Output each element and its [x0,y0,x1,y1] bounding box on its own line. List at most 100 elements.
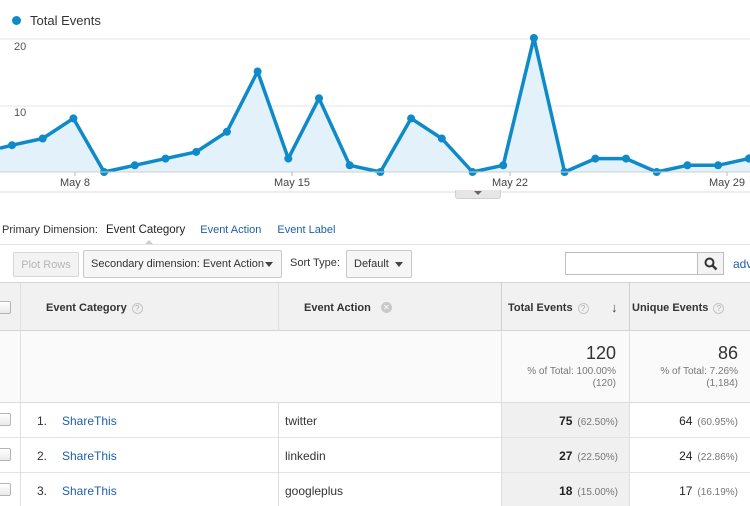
series-area [0,38,750,172]
data-point[interactable] [683,161,692,170]
help-icon[interactable]: ? [131,302,143,314]
header-unique-events-label: Unique Events [632,302,709,314]
row-total-events-value: 18 [559,484,573,498]
data-point[interactable] [714,161,723,170]
row-event-category-link[interactable]: ShareThis [62,484,117,498]
x-tick-label: May 15 [274,177,310,189]
col-divider [278,438,279,473]
total-events-sum: 120 [585,343,616,363]
x-axis-ticks: May 8 May 15 May 22 May 29 [60,172,745,189]
row-unique-events-pct: (22.86%) [697,452,738,463]
col-divider [20,438,21,473]
col-divider [278,403,279,438]
col-divider [501,331,502,403]
header-event-category-label: Event Category [46,302,127,314]
data-point[interactable] [38,134,47,143]
help-icon[interactable]: ? [577,302,589,314]
y-tick-20: 20 [14,41,26,53]
data-point[interactable] [130,161,139,170]
sort-descending-icon[interactable]: ↓ [611,300,618,315]
secondary-dimension-dropdown[interactable]: Secondary dimension: Event Action [83,250,282,278]
primary-dimension-event-action[interactable]: Event Action [200,224,262,236]
data-point[interactable] [407,114,416,123]
y-tick-10: 10 [14,107,26,119]
table-toolbar: Plot Rows Secondary dimension: Event Act… [0,244,750,282]
row-number: 3. [37,484,48,498]
plot-rows-button[interactable]: Plot Rows [13,252,79,277]
col-divider [501,403,502,438]
col-divider [20,403,21,438]
advanced-filter-link[interactable]: adv [733,257,750,271]
data-point[interactable] [222,127,231,136]
row-event-category-link[interactable]: ShareThis [62,449,117,463]
help-icon[interactable]: ? [713,302,725,314]
total-events-pct: % of Total: 100.00% [527,366,616,377]
chart-collapse-handle[interactable] [455,190,501,199]
header-event-action-label: Event Action [304,302,371,314]
row-number: 2. [37,449,48,463]
header-unique-events[interactable]: Unique Events? [632,302,725,314]
primary-dimension-event-label[interactable]: Event Label [277,224,336,236]
remove-dimension-icon[interactable]: ✕ [380,302,392,313]
col-divider [501,438,502,473]
row-unique-events-value: 17 [679,484,693,498]
data-point[interactable] [499,161,508,170]
sort-type-label: Sort Type: [290,257,340,269]
table-header-row: Event Category? Event Action ✕ Total Even… [0,282,750,332]
series-line [0,36,750,174]
data-point[interactable] [591,154,600,163]
col-divider [20,331,21,403]
row-unique-events-value: 24 [679,449,693,463]
row-checkbox[interactable] [0,483,11,496]
data-point[interactable] [284,154,293,163]
secondary-dimension-value: Secondary dimension: Event Action [91,258,265,270]
data-point[interactable] [345,161,354,170]
row-unique-events: 17 (16.19%) [679,484,738,498]
chevron-down-icon [395,262,403,267]
row-event-category-link[interactable]: ShareThis [62,414,117,428]
header-event-category[interactable]: Event Category? [46,302,143,314]
row-checkbox[interactable] [0,448,11,461]
col-divider [20,283,21,332]
row-number: 1. [37,414,48,428]
header-event-action[interactable]: Event Action ✕ [304,302,392,314]
row-unique-events-value: 64 [679,414,693,428]
row-unique-events-pct: (16.19%) [697,487,738,498]
search-icon [704,257,717,270]
legend-series-label: Total Events [30,13,101,28]
data-point[interactable] [437,134,446,143]
header-total-events-label: Total Events [508,302,573,314]
total-events-abs: (120) [592,378,616,389]
search-button[interactable] [697,252,724,275]
col-divider [501,473,502,506]
events-line-chart: 20 10 May 8 May 15 May 22 May 29 [0,34,750,193]
row-total-events-pct: (22.50%) [577,452,618,463]
col-divider [278,473,279,506]
data-point[interactable] [744,154,750,163]
row-total-events: 75 (62.50%) [559,414,618,428]
select-all-checkbox[interactable] [0,301,11,314]
data-point[interactable] [529,34,538,42]
primary-dimension-event-category[interactable]: Event Category [105,224,186,245]
row-total-events: 27 (22.50%) [559,449,618,463]
row-unique-events: 64 (60.95%) [679,414,738,428]
header-total-events[interactable]: Total Events? [508,302,589,314]
table-row: 2. ShareThis linkedin 27 (22.50%) 24 (22.86%) [0,438,750,473]
data-point[interactable] [161,154,170,163]
data-point[interactable] [8,141,16,150]
primary-dimension-bar: Primary Dimension: Event Category Event … [2,224,352,245]
row-total-events-value: 75 [559,414,573,428]
data-point[interactable] [622,154,630,163]
row-checkbox[interactable] [0,413,11,426]
data-point[interactable] [315,94,323,103]
unique-events-sum: 86 [717,343,738,363]
legend-series-dot-icon [12,16,21,25]
data-point[interactable] [253,67,262,76]
unique-events-abs: (1,184) [706,378,738,389]
x-tick-label: May 22 [492,177,528,189]
row-total-events-pct: (15.00%) [577,487,618,498]
table-search-input[interactable] [565,252,698,275]
data-point[interactable] [192,147,201,156]
data-point[interactable] [69,114,78,123]
sort-type-dropdown[interactable]: Default [346,250,412,278]
